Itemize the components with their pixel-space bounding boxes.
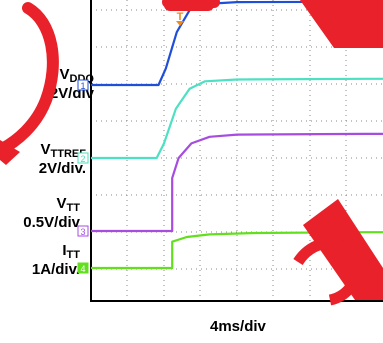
watermark-loop [293,237,362,306]
ch2-scale: 2V/div. [38,160,86,177]
channel-marker-box-1 [77,79,89,91]
watermark-letter-f [0,140,20,165]
watermark-letter-p [300,0,383,48]
trigger-arrow-icon [176,21,184,26]
channel-marker-text-2: 2 [80,154,85,164]
channel-marker-box-2 [77,152,89,164]
trigger-marker-label: T [177,11,184,23]
ch4-scale: 1A/div. [31,261,80,278]
ch2-label: VTTREF 2V/div. [14,141,86,177]
channel-marker-box-3 [77,225,89,237]
channel-marker-text-3: 3 [80,227,85,237]
channel-marker-text-4: 4 [80,264,85,274]
ch3-name-main: V [56,195,67,212]
ch3-scale: 0.5V/div [23,214,80,231]
ch1-name-main: V [59,66,70,83]
ch3-label: VTT 0.5V/div [6,195,80,231]
trace-ch3 [91,132,383,233]
ch2-name-sub: TTREF [50,148,86,160]
ch4-name-sub: TT [66,249,80,261]
channel-marker-2: 2 [77,152,89,164]
channel-markers: 1 2 3 4 [77,79,89,274]
ch4-name-main: I [62,242,67,259]
channel-marker-box-4 [77,262,89,274]
channel-marker-text-1: 1 [80,81,85,91]
channel-marker-3: 3 [77,225,89,237]
channel-marker-4: 4 [77,262,89,274]
ch3-name-sub: TT [66,202,80,214]
watermark-arc [0,2,59,156]
ch4-label: ITT 1A/div. [10,242,80,278]
ch2-name-main: V [40,141,51,158]
x-axis-label: 4ms/div [210,318,266,335]
channel-marker-1: 1 [77,79,89,91]
trace-ch2 [91,77,383,160]
trigger-marker: T [176,11,184,26]
